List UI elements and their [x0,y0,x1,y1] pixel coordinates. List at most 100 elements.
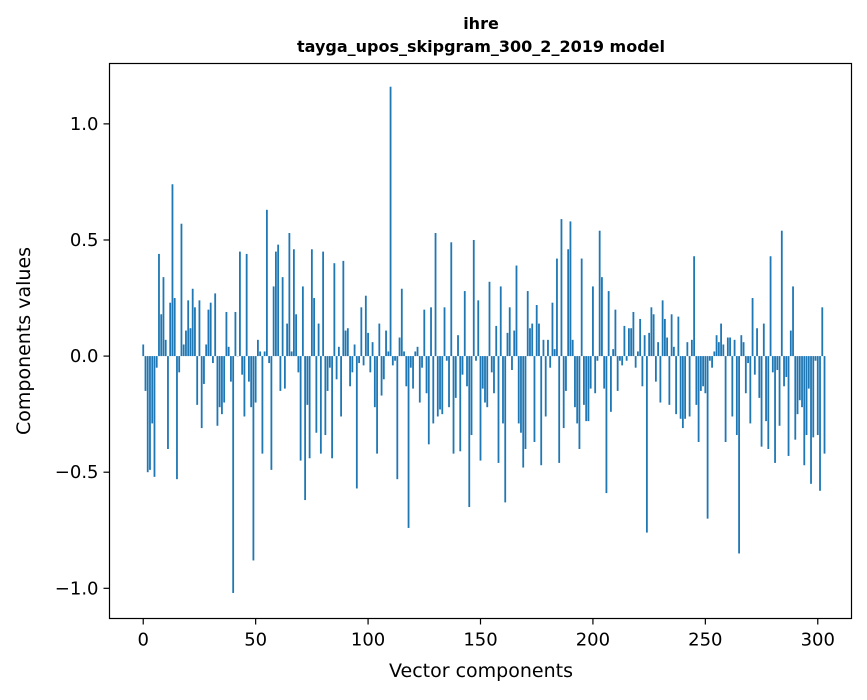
bar-34 [219,356,221,407]
bar-232 [664,319,666,356]
bar-88 [340,356,342,416]
bar-52 [259,351,261,356]
bar-267 [743,342,745,356]
bar-242 [686,342,688,356]
bar-181 [549,356,551,368]
bar-86 [336,356,338,379]
bar-36 [223,356,225,402]
bar-81 [324,356,326,435]
bar-11 [167,356,169,449]
bar-247 [698,356,700,442]
bar-45 [244,356,246,416]
bar-14 [174,298,176,356]
bar-140 [457,335,459,356]
bar-63 [284,356,286,389]
bar-109 [387,351,389,356]
bar-276 [763,324,765,357]
bar-130 [435,233,437,356]
bar-0 [142,344,144,356]
bar-239 [680,356,682,419]
bar-237 [675,356,677,414]
bar-295 [806,356,808,435]
bar-160 [502,356,504,423]
bar-273 [756,328,758,356]
bar-79 [320,356,322,454]
bar-253 [711,356,713,368]
bar-95 [356,356,358,488]
bar-85 [333,263,335,356]
bar-303 [824,356,826,454]
bar-265 [738,356,740,553]
bar-87 [338,347,340,356]
bar-279 [770,256,772,356]
bar-228 [655,356,657,382]
bar-163 [509,307,511,356]
bar-169 [522,356,524,467]
bar-302 [821,307,823,356]
bar-60 [277,245,279,356]
bar-199 [590,356,592,389]
bar-123 [419,356,421,402]
bar-91 [347,328,349,356]
bar-90 [345,331,347,357]
bar-218 [633,312,635,356]
bar-154 [489,282,491,356]
bar-164 [511,356,513,370]
bar-78 [318,324,320,357]
bar-220 [637,351,639,356]
bar-259 [725,356,727,442]
bar-55 [266,210,268,356]
bar-132 [439,356,441,409]
x-tick-label-50: 50 [244,630,267,651]
bar-100 [367,333,369,356]
bar-101 [369,356,371,372]
bar-99 [365,296,367,356]
bar-27 [203,356,205,384]
bar-121 [414,351,416,356]
bar-119 [410,356,412,368]
bar-122 [417,347,419,356]
bar-162 [507,333,509,356]
bar-208 [610,356,612,412]
bar-244 [691,340,693,356]
bar-105 [378,324,380,357]
bar-104 [376,356,378,454]
bar-21 [190,328,192,356]
bar-135 [446,356,448,361]
bar-289 [792,286,794,356]
bar-127 [428,356,430,444]
bar-170 [525,356,527,449]
bar-9 [163,277,165,356]
bar-155 [491,356,493,372]
bar-65 [288,233,290,356]
bar-296 [808,356,810,389]
bar-24 [196,356,198,405]
bar-80 [322,252,324,357]
bar-231 [662,300,664,356]
bar-75 [311,249,313,356]
bar-112 [394,356,396,361]
bar-269 [747,356,749,363]
bar-194 [579,356,581,449]
bar-171 [527,291,529,356]
bar-201 [594,356,596,393]
bar-275 [761,356,763,447]
bar-151 [482,356,484,389]
bar-262 [731,356,733,416]
bar-73 [306,356,308,405]
bar-8 [160,314,162,356]
bar-255 [716,335,718,356]
bar-56 [268,356,270,363]
bar-195 [581,259,583,357]
bar-40 [232,356,234,593]
bar-258 [722,344,724,356]
chart-title-line-1: ihre [463,14,499,33]
bar-274 [758,356,760,398]
bar-226 [650,307,652,356]
bar-111 [392,356,394,365]
bar-69 [297,356,299,372]
bar-66 [291,351,293,356]
bar-126 [426,356,428,393]
bar-294 [803,356,805,465]
